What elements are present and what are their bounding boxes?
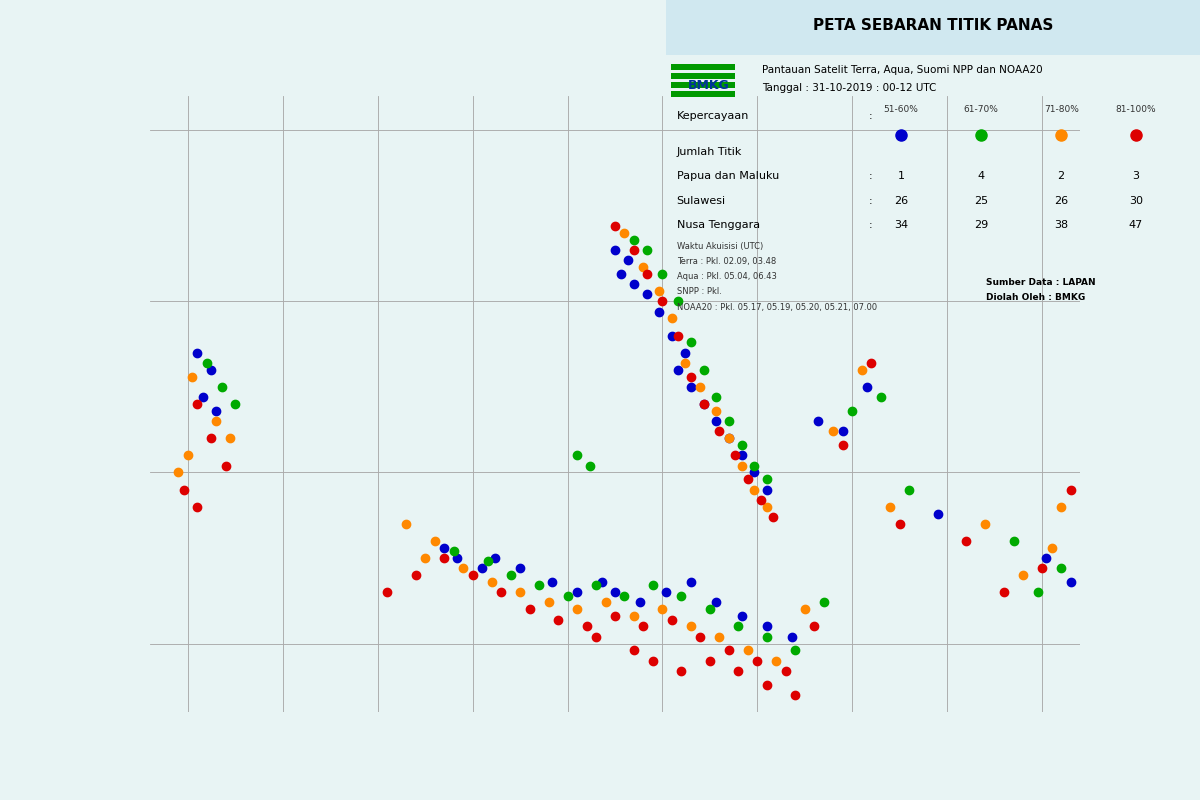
Text: 38: 38 xyxy=(1054,220,1068,230)
Text: 26: 26 xyxy=(1054,196,1068,206)
Text: SNPP : Pkl.: SNPP : Pkl. xyxy=(677,287,721,296)
Text: 26: 26 xyxy=(894,196,908,206)
Text: 61-70%: 61-70% xyxy=(964,105,998,114)
Text: 3: 3 xyxy=(1133,171,1140,182)
Text: :: : xyxy=(869,171,872,182)
Text: 29: 29 xyxy=(974,220,988,230)
Text: Papua dan Maluku: Papua dan Maluku xyxy=(677,171,779,182)
Bar xyxy=(666,0,1200,54)
Text: 2: 2 xyxy=(1057,171,1064,182)
Bar xyxy=(671,82,736,88)
Text: Kepercayaan: Kepercayaan xyxy=(677,110,749,121)
Bar xyxy=(671,64,736,70)
Text: 34: 34 xyxy=(894,220,908,230)
Text: :: : xyxy=(869,110,872,121)
Text: NOAA20 : Pkl. 05.17, 05.19, 05.20, 05.21, 07.00: NOAA20 : Pkl. 05.17, 05.19, 05.20, 05.21… xyxy=(677,302,877,311)
Text: :: : xyxy=(869,196,872,206)
Text: Terra : Pkl. 02.09, 03.48: Terra : Pkl. 02.09, 03.48 xyxy=(677,257,776,266)
Bar xyxy=(671,73,736,79)
Text: Diolah Oleh : BMKG: Diolah Oleh : BMKG xyxy=(986,294,1086,302)
Text: Jumlah Titik: Jumlah Titik xyxy=(677,147,742,157)
Text: :: : xyxy=(869,220,872,230)
Text: 51-60%: 51-60% xyxy=(883,105,918,114)
Text: 1: 1 xyxy=(898,171,905,182)
Text: PETA SEBARAN TITIK PANAS: PETA SEBARAN TITIK PANAS xyxy=(812,18,1054,34)
Text: Sumber Data : LAPAN: Sumber Data : LAPAN xyxy=(986,278,1096,287)
Text: Waktu Akuisisi (UTC): Waktu Akuisisi (UTC) xyxy=(677,242,763,250)
Text: 30: 30 xyxy=(1129,196,1142,206)
Text: Aqua : Pkl. 05.04, 06.43: Aqua : Pkl. 05.04, 06.43 xyxy=(677,272,776,281)
Text: 47: 47 xyxy=(1129,220,1144,230)
Text: 25: 25 xyxy=(974,196,988,206)
Text: Sulawesi: Sulawesi xyxy=(677,196,726,206)
Text: Tanggal : 31-10-2019 : 00-12 UTC: Tanggal : 31-10-2019 : 00-12 UTC xyxy=(762,83,936,93)
Text: 71-80%: 71-80% xyxy=(1044,105,1079,114)
Text: Pantauan Satelit Terra, Aqua, Suomi NPP dan NOAA20: Pantauan Satelit Terra, Aqua, Suomi NPP … xyxy=(762,65,1043,75)
Text: Nusa Tenggara: Nusa Tenggara xyxy=(677,220,760,230)
Bar xyxy=(671,91,736,98)
Text: BMKG: BMKG xyxy=(688,78,730,92)
Text: 81-100%: 81-100% xyxy=(1116,105,1157,114)
Text: 4: 4 xyxy=(978,171,985,182)
